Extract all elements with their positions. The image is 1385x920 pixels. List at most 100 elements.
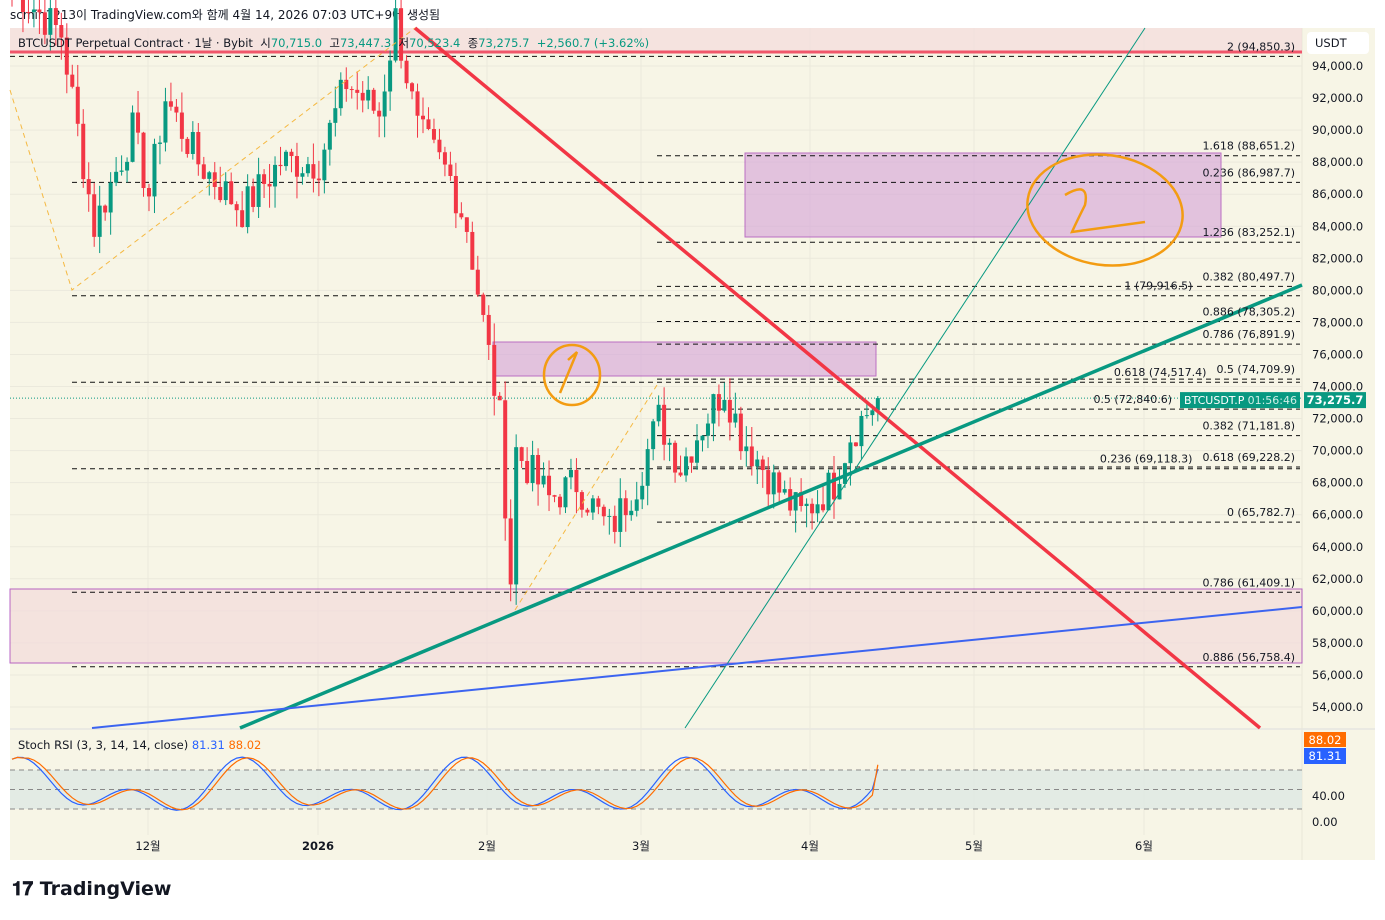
candle-body xyxy=(453,175,458,214)
symbol-legend: BTCUSDT Perpetual Contract · 1날 · Bybit … xyxy=(18,35,649,51)
resistance-zone xyxy=(10,28,1302,52)
candle-body xyxy=(75,86,80,124)
candle-body xyxy=(70,74,75,87)
candle-body xyxy=(689,456,694,463)
symbol-name[interactable]: BTCUSDT Perpetual Contract · 1날 · Bybit xyxy=(18,36,253,50)
candle-body xyxy=(782,489,787,493)
candle-body xyxy=(234,204,239,211)
candle-body xyxy=(81,123,86,180)
candle-body xyxy=(634,499,639,511)
price-tick-label: 54,000.0 xyxy=(1312,700,1363,714)
candles xyxy=(11,0,880,605)
candle-body xyxy=(678,472,683,476)
green-thin-trend-line xyxy=(684,27,1146,729)
candle-body xyxy=(399,8,404,61)
rsi-title[interactable]: Stoch RSI (3, 3, 14, 14, close) xyxy=(18,738,189,752)
candle-body xyxy=(541,475,546,485)
candle-body xyxy=(832,472,836,500)
candle-body xyxy=(289,151,294,157)
candle-body xyxy=(382,91,387,117)
candle-body xyxy=(601,506,606,517)
price-tick-label: 72,000.0 xyxy=(1312,412,1363,426)
candle-body xyxy=(722,399,727,411)
candle-body xyxy=(684,456,689,476)
candle-body xyxy=(130,112,135,162)
price-tick-label: 62,000.0 xyxy=(1312,572,1363,586)
candle-body xyxy=(284,151,288,167)
price-tick-label: 68,000.0 xyxy=(1312,476,1363,490)
candle-body xyxy=(826,472,831,511)
candle-body xyxy=(470,231,475,270)
fib-level-label: 1.236 (83,252.1) xyxy=(1202,226,1295,239)
candle-body xyxy=(157,142,162,144)
candle-body xyxy=(278,164,283,167)
candle-body xyxy=(568,469,573,478)
time-tick-label: 5월 xyxy=(965,839,983,853)
candle-body xyxy=(821,504,826,511)
candle-body xyxy=(705,423,710,436)
candle-body xyxy=(744,446,749,452)
countdown-value: 01:56:46 xyxy=(1248,394,1297,407)
candle-body xyxy=(196,132,201,165)
fib-level-label: 0.786 (76,891.9) xyxy=(1202,328,1295,341)
rsi-d-line xyxy=(11,756,879,811)
price-tag-value: 73,275.7 xyxy=(1307,393,1364,407)
currency-button[interactable]: USDT xyxy=(1307,32,1369,54)
candle-body xyxy=(793,492,798,511)
candle-body xyxy=(760,459,765,471)
candle-body xyxy=(842,463,847,484)
candle-body xyxy=(859,415,864,447)
rsi-d-value: 88.02 xyxy=(228,738,262,752)
candle-body xyxy=(26,11,31,13)
candle-body xyxy=(547,475,552,496)
candle-body xyxy=(596,498,601,507)
candle-body xyxy=(519,447,524,461)
candle-body xyxy=(114,171,119,183)
candle-body xyxy=(492,344,497,396)
candle-body xyxy=(426,119,431,130)
annotation-number-2 xyxy=(1064,188,1146,234)
candle-body xyxy=(623,498,628,516)
candle-body xyxy=(870,410,875,416)
fib-level-label: 0.786 (61,409.1) xyxy=(1202,576,1295,589)
candle-body xyxy=(437,139,442,153)
fib-level-label: 2 (94,850.3) xyxy=(1227,40,1295,53)
candle-body xyxy=(695,440,699,463)
candle-body xyxy=(525,460,530,484)
time-tick-label: 6월 xyxy=(1135,839,1153,853)
fib-level-label: 1 (79,916.5) xyxy=(1124,280,1192,293)
candle-body xyxy=(864,415,869,417)
candle-body xyxy=(108,182,113,213)
candle-body xyxy=(486,314,491,345)
rsi-legend: Stoch RSI (3, 3, 14, 14, close) 81.31 88… xyxy=(18,738,261,752)
annotation-number-1 xyxy=(558,351,579,394)
candle-body xyxy=(86,179,91,195)
candle-body xyxy=(558,496,562,508)
candle-body xyxy=(590,498,595,513)
symbol-tag-label: BTCUSDT.P xyxy=(1184,394,1245,407)
tradingview-logo[interactable]: 𝟏𝟕 TradingView xyxy=(12,878,171,900)
candle-body xyxy=(349,89,354,91)
candle-body xyxy=(125,161,130,171)
candle-body xyxy=(727,399,732,423)
candle-body xyxy=(311,164,316,179)
fib-level-label: 0.236 (69,118.3) xyxy=(1100,453,1193,466)
candle-body xyxy=(612,515,617,532)
time-tick-label: 2026 xyxy=(302,839,334,853)
candle-body xyxy=(179,112,184,139)
price-tick-label: 76,000.0 xyxy=(1312,347,1363,361)
candle-body xyxy=(574,469,579,493)
price-tag xyxy=(1304,392,1366,409)
candle-body xyxy=(305,164,310,174)
candle-body xyxy=(229,181,234,205)
candle-body xyxy=(530,454,535,484)
candle-body xyxy=(431,129,436,140)
target-box-2 xyxy=(744,152,1222,238)
candle-body xyxy=(344,79,349,90)
fib-level-label: 0.5 (72,840.6) xyxy=(1093,393,1172,406)
price-tick-label: 58,000.0 xyxy=(1312,636,1363,650)
candle-body xyxy=(92,194,97,237)
candle-body xyxy=(481,294,486,315)
price-tick-label: 66,000.0 xyxy=(1312,508,1363,522)
